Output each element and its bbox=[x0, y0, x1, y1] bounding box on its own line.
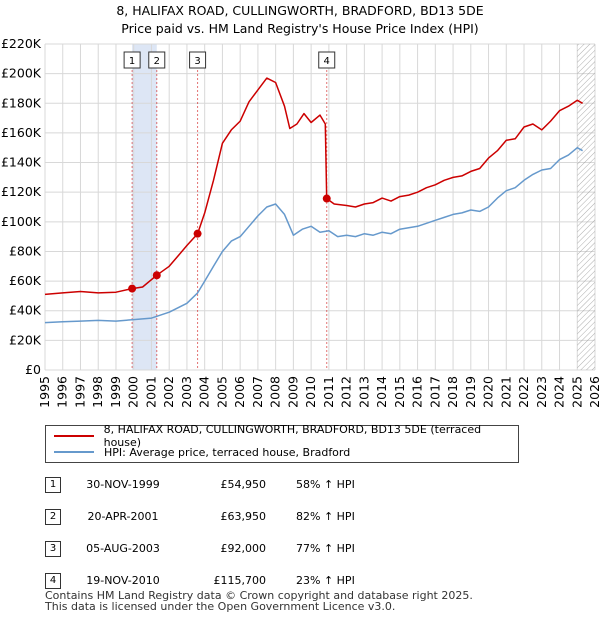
x-tick-label: 2006 bbox=[232, 376, 247, 408]
legend-label-hpi: HPI: Average price, terraced house, Brad… bbox=[104, 445, 351, 459]
y-tick-label: £80K bbox=[9, 243, 42, 258]
legend-item-hpi: HPI: Average price, terraced house, Brad… bbox=[54, 444, 350, 460]
sale-marker-label: 2 bbox=[154, 56, 160, 67]
y-tick-label: £40K bbox=[9, 303, 42, 318]
x-tick-label: 1997 bbox=[72, 376, 87, 408]
sale-row: 1 30-NOV-1999 £54,950 58% ↑ HPI bbox=[0, 470, 600, 502]
sale-row: 3 05-AUG-2003 £92,000 77% ↑ HPI bbox=[0, 534, 600, 566]
sale-marker-box bbox=[123, 51, 141, 69]
sale-hpi-change: 23% ↑ HPI bbox=[296, 574, 355, 587]
x-tick-label: 2020 bbox=[481, 376, 496, 408]
x-tick-label: 2010 bbox=[303, 376, 318, 408]
x-tick-label: 2021 bbox=[498, 376, 513, 408]
x-tick-label: 2025 bbox=[569, 376, 584, 408]
y-tick-label: £180K bbox=[1, 95, 42, 110]
x-tick-label: 2024 bbox=[552, 376, 567, 408]
sale-price: £92,000 bbox=[220, 542, 267, 555]
x-tick-label: 1998 bbox=[90, 376, 105, 408]
x-tick-label: 2008 bbox=[268, 376, 283, 408]
hpi-series-line bbox=[44, 146, 583, 324]
x-tick-label: 2015 bbox=[392, 376, 407, 408]
y-tick-label: £200K bbox=[1, 66, 42, 81]
sale-marker-label: 3 bbox=[194, 56, 200, 67]
y-tick-label: £160K bbox=[1, 125, 42, 140]
sale-number: 2 bbox=[45, 509, 61, 525]
chart-title: 8, HALIFAX ROAD, CULLINGWORTH, BRADFORD,… bbox=[0, 2, 600, 38]
sale-price: £54,950 bbox=[220, 478, 267, 491]
sale-date: 30-NOV-1999 bbox=[86, 478, 160, 491]
legend-label-property: 8, HALIFAX ROAD, CULLINGWORTH, BRADFORD,… bbox=[103, 423, 482, 449]
x-tick-label: 2026 bbox=[587, 376, 600, 408]
sale-point bbox=[193, 229, 202, 238]
x-tick-label: 2019 bbox=[463, 376, 478, 408]
sale-point bbox=[322, 194, 331, 203]
x-tick-label: 2014 bbox=[374, 376, 389, 408]
x-tick-label: 2017 bbox=[427, 376, 442, 408]
x-tick-label: 2013 bbox=[356, 376, 371, 408]
sale-hpi-change: 77% ↑ HPI bbox=[296, 542, 355, 555]
legend: 8, HALIFAX ROAD, CULLINGWORTH, BRADFORD,… bbox=[45, 423, 519, 463]
price-chart: 1 2 3 4 £0 £20K £40K £60K £80K £100K £120K £140K £16… bbox=[1, 36, 600, 408]
sale-date: 20-APR-2001 bbox=[87, 510, 159, 523]
footer: Contains HM Land Registry data © Crown c… bbox=[45, 590, 473, 612]
legend-swatch-blue bbox=[54, 451, 94, 453]
y-tick-label: £20K bbox=[9, 332, 42, 347]
y-tick-label: £120K bbox=[1, 184, 42, 199]
sale-price: £63,950 bbox=[220, 510, 267, 523]
sale-date: 05-AUG-2003 bbox=[86, 542, 160, 555]
legend-item-property: 8, HALIFAX ROAD, CULLINGWORTH, BRADFORD,… bbox=[54, 423, 518, 449]
x-tick-label: 2007 bbox=[250, 376, 265, 408]
x-tick-label: 2018 bbox=[445, 376, 460, 408]
sale-number: 3 bbox=[45, 541, 61, 557]
x-tick-label: 1995 bbox=[37, 376, 52, 408]
sale-date: 19-NOV-2010 bbox=[86, 574, 160, 587]
sale-marker-label: 1 bbox=[129, 56, 135, 67]
sale-marker-box bbox=[189, 51, 207, 69]
sale-point bbox=[128, 284, 137, 293]
legend-swatch-red bbox=[54, 435, 94, 437]
x-tick-label: 1996 bbox=[55, 376, 70, 408]
x-tick-label: 2012 bbox=[339, 376, 354, 408]
highlight-span bbox=[132, 44, 157, 370]
sale-point bbox=[152, 271, 161, 280]
sale-marker-box bbox=[318, 51, 336, 69]
y-tick-label: £220K bbox=[1, 36, 42, 51]
x-tick-label: 2016 bbox=[410, 376, 425, 408]
sale-price: £115,700 bbox=[213, 574, 267, 587]
footer-licence: This data is licensed under the Open Gov… bbox=[45, 600, 396, 613]
x-tick-label: 2002 bbox=[161, 376, 176, 408]
x-tick-label: 2003 bbox=[179, 376, 194, 408]
x-tick-label: 2000 bbox=[126, 376, 141, 408]
y-tick-label: £60K bbox=[9, 273, 42, 288]
y-tick-label: £100K bbox=[1, 214, 42, 229]
property-series-line bbox=[44, 77, 583, 296]
sale-hpi-change: 58% ↑ HPI bbox=[296, 478, 355, 491]
y-tick-label: £0 bbox=[25, 362, 41, 377]
sale-hpi-change: 82% ↑ HPI bbox=[296, 510, 355, 523]
sale-marker-label: 4 bbox=[324, 56, 330, 67]
x-tick-label: 2005 bbox=[214, 376, 229, 408]
x-tick-label: 2011 bbox=[321, 376, 336, 408]
sale-row: 4 19-NOV-2010 £115,700 23% ↑ HPI bbox=[0, 566, 600, 598]
sale-number: 1 bbox=[45, 477, 61, 493]
footer-copyright: Contains HM Land Registry data © Crown c… bbox=[45, 589, 473, 602]
sale-marker-box bbox=[148, 51, 166, 69]
sale-number: 4 bbox=[45, 573, 61, 589]
x-tick-label: 2001 bbox=[143, 376, 158, 408]
x-tick-label: 1999 bbox=[108, 376, 123, 408]
x-tick-label: 2022 bbox=[516, 376, 531, 408]
future-hatch-area bbox=[577, 44, 595, 370]
x-tick-label: 2009 bbox=[285, 376, 300, 408]
x-tick-label: 2004 bbox=[197, 376, 212, 408]
title-line-2: Price paid vs. HM Land Registry's House … bbox=[121, 21, 479, 36]
y-tick-label: £140K bbox=[1, 155, 42, 170]
title-line-1: 8, HALIFAX ROAD, CULLINGWORTH, BRADFORD,… bbox=[116, 3, 484, 18]
sale-row: 2 20-APR-2001 £63,950 82% ↑ HPI bbox=[0, 502, 600, 534]
x-tick-label: 2023 bbox=[534, 376, 549, 408]
